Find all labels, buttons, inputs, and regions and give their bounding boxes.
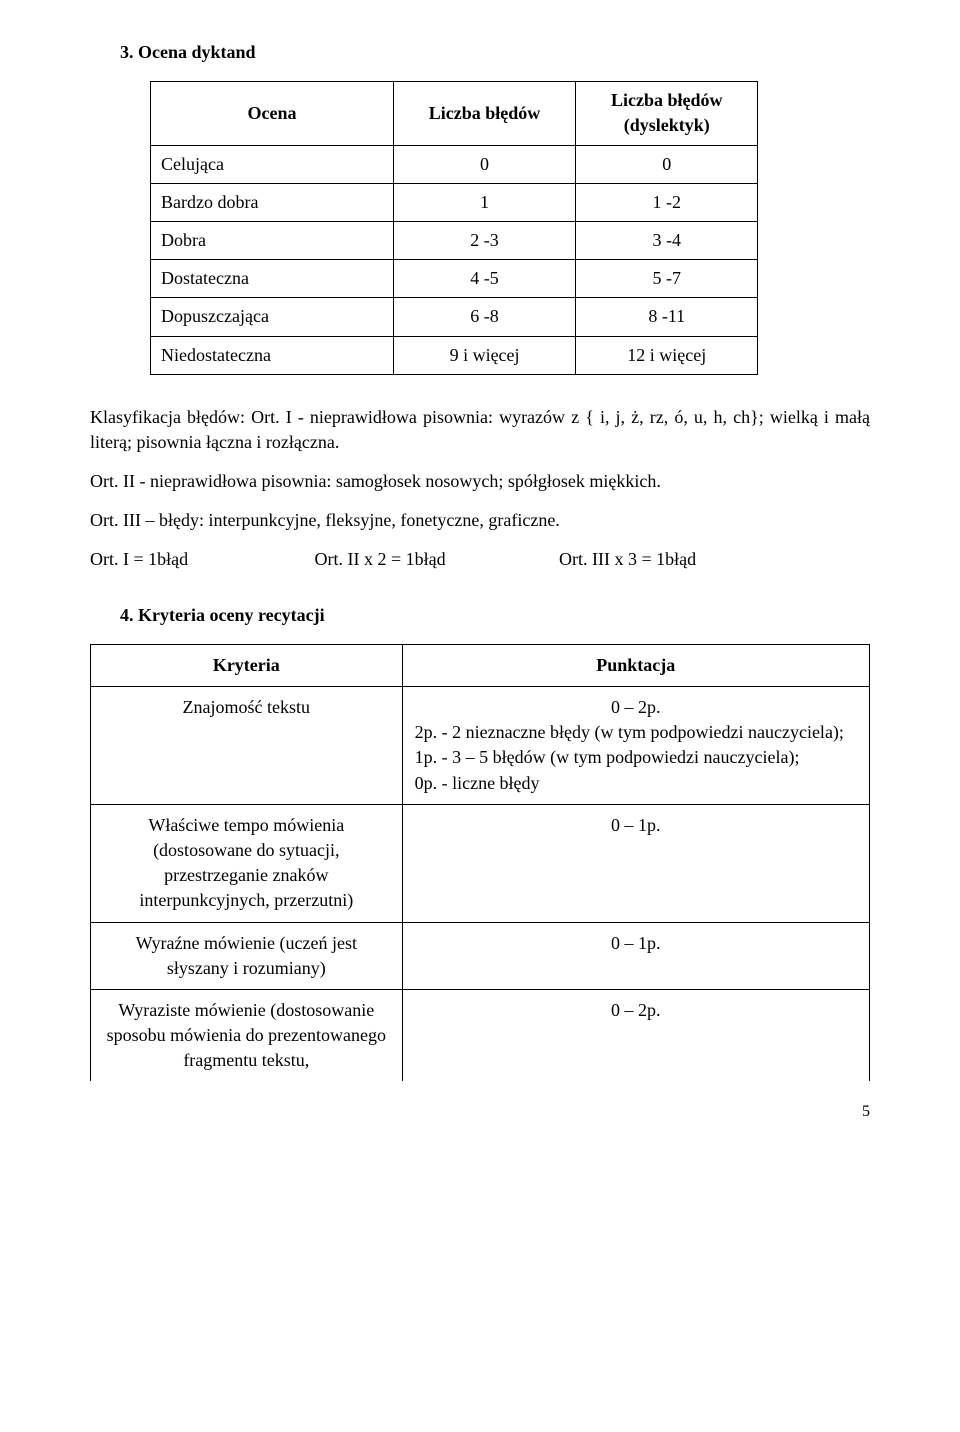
errors-cell: 9 i więcej [393,336,575,374]
errors-dys-cell: 12 i więcej [576,336,758,374]
criterion-cell: Właściwe tempo mówienia (dostosowane do … [91,804,403,922]
equation-3: Ort. III x 3 = 1błąd [559,547,696,572]
points-cell: 0 – 2p. 2p. - 2 nieznaczne błędy (w tym … [402,687,869,805]
grading-row: Dobra 2 -3 3 -4 [151,221,758,259]
grade-cell: Bardzo dobra [151,183,394,221]
criteria-row: Wyraźne mówienie (uczeń jest słyszany i … [91,922,870,989]
page-number: 5 [90,1101,870,1123]
grading-row: Niedostateczna 9 i więcej 12 i więcej [151,336,758,374]
points-cell: 0 – 1p. [402,922,869,989]
equation-row: Ort. I = 1błąd Ort. II x 2 = 1błąd Ort. … [90,547,870,572]
points-cell: 0 – 1p. [402,804,869,922]
grading-header-row: Ocena Liczba błędów Liczba błędów (dysle… [151,82,758,145]
grading-row: Celująca 0 0 [151,145,758,183]
points-cell: 0 – 2p. [402,989,869,1081]
criteria-row: Właściwe tempo mówienia (dostosowane do … [91,804,870,922]
errors-cell: 2 -3 [393,221,575,259]
criteria-header-row: Kryteria Punktacja [91,644,870,686]
errors-cell: 0 [393,145,575,183]
errors-dys-cell: 8 -11 [576,298,758,336]
grading-header-errors: Liczba błędów [393,82,575,145]
errors-cell: 4 -5 [393,260,575,298]
classification-line3: Ort. III – błędy: interpunkcyjne, fleksy… [90,508,870,533]
errors-dys-cell: 5 -7 [576,260,758,298]
section3-title: 3. Ocena dyktand [90,40,870,65]
criterion-text: Znajomość tekstu [103,695,390,720]
criteria-table: Kryteria Punktacja Znajomość tekstu 0 – … [90,644,870,1082]
errors-cell: 1 [393,183,575,221]
criteria-header-kryteria: Kryteria [91,644,403,686]
criteria-row: Wyraziste mówienie (dostosowanie sposobu… [91,989,870,1081]
errors-cell: 6 -8 [393,298,575,336]
grading-row: Bardzo dobra 1 1 -2 [151,183,758,221]
grading-header-errors-dys: Liczba błędów (dyslektyk) [576,82,758,145]
grade-cell: Celująca [151,145,394,183]
grading-table: Ocena Liczba błędów Liczba błędów (dysle… [150,81,758,375]
criterion-cell: Wyraziste mówienie (dostosowanie sposobu… [91,989,403,1081]
errors-dys-cell: 0 [576,145,758,183]
points-main: 0 – 2p. [415,695,857,720]
grade-cell: Niedostateczna [151,336,394,374]
criterion-cell: Znajomość tekstu [91,687,403,805]
errors-dys-cell: 3 -4 [576,221,758,259]
grading-row: Dostateczna 4 -5 5 -7 [151,260,758,298]
classification-line2: Ort. II - nieprawidłowa pisownia: samogł… [90,469,870,494]
points-detail: 2p. - 2 nieznaczne błędy (w tym podpowie… [415,720,857,796]
classification-line1: Klasyfikacja błędów: Ort. I - nieprawidł… [90,405,870,455]
errors-dys-cell: 1 -2 [576,183,758,221]
points-main: 0 – 1p. [415,931,857,956]
points-main: 0 – 1p. [415,813,857,838]
section4-title: 4. Kryteria oceny recytacji [90,603,870,628]
criteria-header-punktacja: Punktacja [402,644,869,686]
grade-cell: Dostateczna [151,260,394,298]
equation-1: Ort. I = 1błąd [90,547,310,572]
grading-header-ocena: Ocena [151,82,394,145]
criteria-row: Znajomość tekstu 0 – 2p. 2p. - 2 nieznac… [91,687,870,805]
grading-row: Dopuszczająca 6 -8 8 -11 [151,298,758,336]
equation-2: Ort. II x 2 = 1błąd [315,547,555,572]
grade-cell: Dopuszczająca [151,298,394,336]
grade-cell: Dobra [151,221,394,259]
points-main: 0 – 2p. [415,998,857,1023]
criterion-cell: Wyraźne mówienie (uczeń jest słyszany i … [91,922,403,989]
